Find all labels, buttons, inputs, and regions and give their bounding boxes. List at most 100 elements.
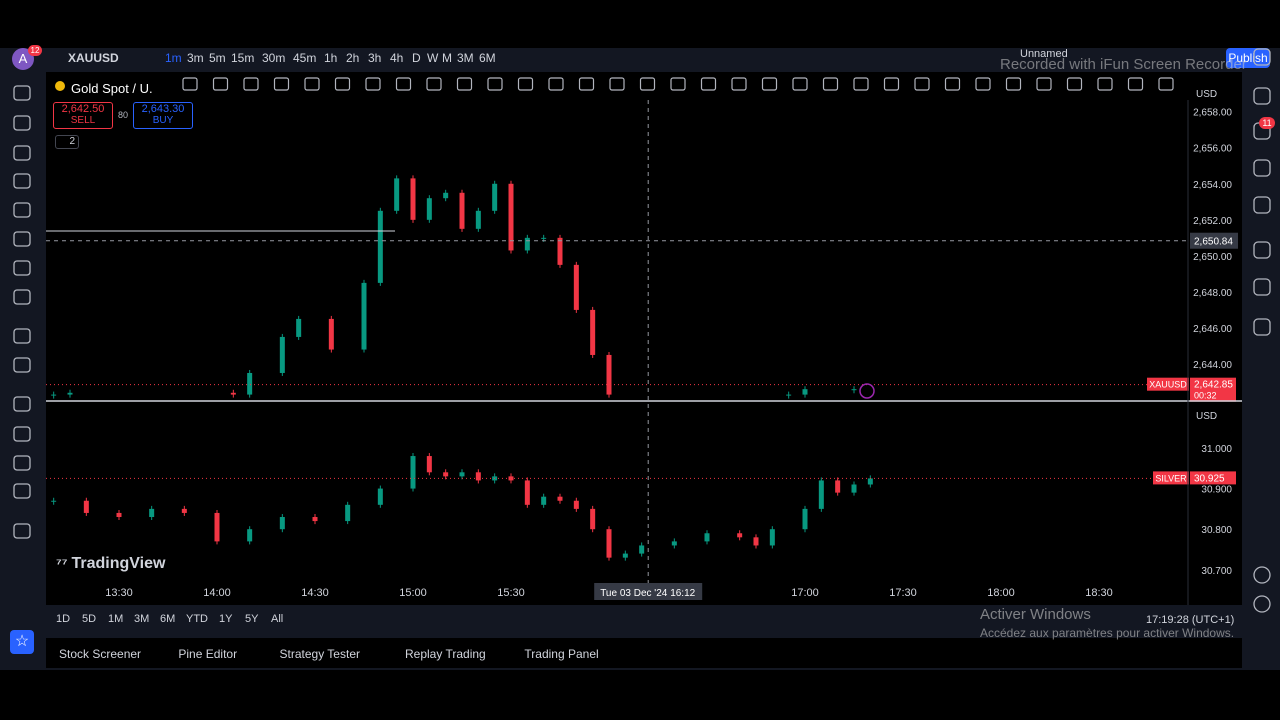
range-button[interactable]: 6M — [160, 613, 176, 625]
drawing-tool-icon[interactable] — [792, 77, 808, 91]
tool-icon[interactable] — [13, 260, 31, 276]
timeframe-button[interactable]: 15m — [231, 51, 255, 65]
bottom-tab[interactable]: Stock Screener — [59, 647, 142, 661]
range-button[interactable]: 3M — [134, 613, 150, 625]
tool-icon[interactable] — [13, 357, 31, 373]
drawing-tool-icon[interactable] — [822, 77, 839, 91]
tool-icon[interactable] — [13, 145, 31, 161]
drawing-tool-icon[interactable] — [914, 77, 930, 91]
drawing-tool-icon[interactable] — [609, 77, 625, 91]
drawing-tool-icon[interactable] — [639, 77, 656, 91]
candle-body — [51, 500, 57, 502]
range-button[interactable]: 1Y — [219, 613, 233, 625]
timeframe-button[interactable]: 5m — [209, 51, 226, 65]
currency-selector[interactable]: USD — [1196, 89, 1217, 100]
y-tick-label: 30.700 — [1201, 566, 1232, 577]
timeframe-button[interactable]: 3h — [368, 51, 382, 65]
buy-button[interactable]: 2,643.30 BUY — [133, 102, 193, 129]
sell-button[interactable]: 2,642.50 SELL — [53, 102, 113, 129]
symbol-search[interactable]: XAUUSD — [68, 51, 119, 65]
drawing-tool-icon[interactable] — [395, 77, 412, 91]
tool-icon[interactable] — [13, 173, 31, 189]
drawing-tool-icon[interactable] — [1127, 77, 1144, 91]
sidebar-icon[interactable] — [1253, 196, 1271, 214]
tool-icon[interactable] — [13, 231, 31, 247]
bottom-tab[interactable]: Trading Panel — [524, 647, 599, 661]
range-button[interactable]: 5D — [82, 613, 97, 625]
buy-price: 2,643.30 — [141, 103, 185, 115]
publish-button[interactable]: Publish — [1226, 48, 1270, 68]
candle-body — [590, 309, 596, 355]
tool-icon[interactable] — [13, 455, 31, 471]
sidebar-icon[interactable] — [1253, 318, 1271, 336]
drawing-tool-icon[interactable] — [548, 77, 564, 91]
drawing-tool-icon[interactable] — [670, 77, 686, 91]
layout-name[interactable]: Unnamed — [1020, 48, 1068, 60]
range-button[interactable]: 1M — [108, 613, 124, 625]
scale-icon[interactable] — [1253, 595, 1271, 613]
timeframe-button[interactable]: 2h — [346, 51, 360, 65]
drawing-tool-icon[interactable] — [212, 77, 229, 91]
currency-selector[interactable]: USD — [1196, 411, 1217, 422]
tool-icon[interactable] — [13, 426, 31, 442]
candle-body — [443, 192, 449, 199]
drawing-tool-icon[interactable] — [700, 77, 717, 91]
drawing-tool-icon[interactable] — [1066, 77, 1083, 91]
range-button[interactable]: 1D — [56, 613, 71, 625]
timeframe-button[interactable]: 30m — [262, 51, 286, 65]
drawing-tool-icon[interactable] — [426, 77, 442, 91]
drawing-tool-icon[interactable] — [578, 77, 595, 91]
tool-icon[interactable] — [13, 289, 31, 305]
drawing-tool-icon[interactable] — [883, 77, 900, 91]
drawing-tool-icon[interactable] — [1005, 77, 1022, 91]
drawing-tool-icon[interactable] — [731, 77, 747, 91]
timeframe-button[interactable]: 4h — [390, 51, 404, 65]
drawing-tool-icon[interactable] — [517, 77, 534, 91]
drawing-tool-icon[interactable] — [456, 77, 473, 91]
drawing-tool-icon[interactable] — [334, 77, 351, 91]
bottom-tab[interactable]: Strategy Tester — [279, 647, 360, 661]
sidebar-icon[interactable] — [1253, 241, 1271, 259]
range-button[interactable]: YTD — [186, 613, 208, 625]
sidebar-icon[interactable] — [1253, 278, 1271, 296]
sidebar-icon[interactable] — [1253, 159, 1271, 177]
timeframe-button[interactable]: 3m — [187, 51, 204, 65]
timeframe-button[interactable]: 3M — [457, 51, 474, 65]
timeframe-button[interactable]: 1m — [165, 51, 182, 65]
tool-icon[interactable] — [13, 328, 31, 344]
indicator-toggle[interactable]: 2 — [55, 135, 79, 149]
drawing-tool-icon[interactable] — [182, 77, 198, 91]
drawing-tool-icon[interactable] — [243, 77, 259, 91]
bottom-tab[interactable]: Pine Editor — [178, 647, 238, 661]
drawing-tool-icon[interactable] — [273, 77, 290, 91]
range-button[interactable]: All — [271, 613, 284, 625]
tool-icon[interactable] — [13, 396, 31, 412]
timeframe-button[interactable]: 45m — [293, 51, 317, 65]
tool-icon[interactable] — [13, 523, 31, 539]
drawing-tool-icon[interactable] — [304, 77, 320, 91]
timeframe-button[interactable]: 1h — [324, 51, 338, 65]
timeframe-button[interactable]: D — [412, 51, 421, 65]
timeframe-button[interactable]: 6M — [479, 51, 496, 65]
sidebar-icon[interactable] — [1253, 87, 1271, 105]
drawing-tool-icon[interactable] — [944, 77, 961, 91]
drawing-tool-icon[interactable] — [761, 77, 778, 91]
drawing-tool-icon[interactable] — [975, 77, 991, 91]
timeframe-button[interactable]: W — [427, 51, 439, 65]
drawing-tool-icon[interactable] — [1158, 77, 1174, 91]
drawing-tool-icon[interactable] — [487, 77, 503, 91]
drawing-tool-icon[interactable] — [1036, 77, 1052, 91]
drawing-tool-icon[interactable] — [365, 77, 381, 91]
watchlist-star[interactable]: ☆ — [10, 630, 34, 654]
tool-icon[interactable] — [13, 202, 31, 218]
drawing-tool-icon[interactable] — [1097, 77, 1113, 91]
drawing-tool-icon[interactable] — [853, 77, 869, 91]
sidebar-icon[interactable] — [1253, 48, 1271, 66]
tool-icon[interactable] — [13, 115, 31, 131]
range-button[interactable]: 5Y — [245, 613, 259, 625]
timeframe-button[interactable]: M — [442, 51, 452, 65]
bottom-tab[interactable]: Replay Trading — [405, 647, 486, 661]
scale-icon[interactable] — [1253, 566, 1271, 584]
tool-icon[interactable] — [13, 483, 31, 499]
tool-icon[interactable] — [13, 85, 31, 101]
